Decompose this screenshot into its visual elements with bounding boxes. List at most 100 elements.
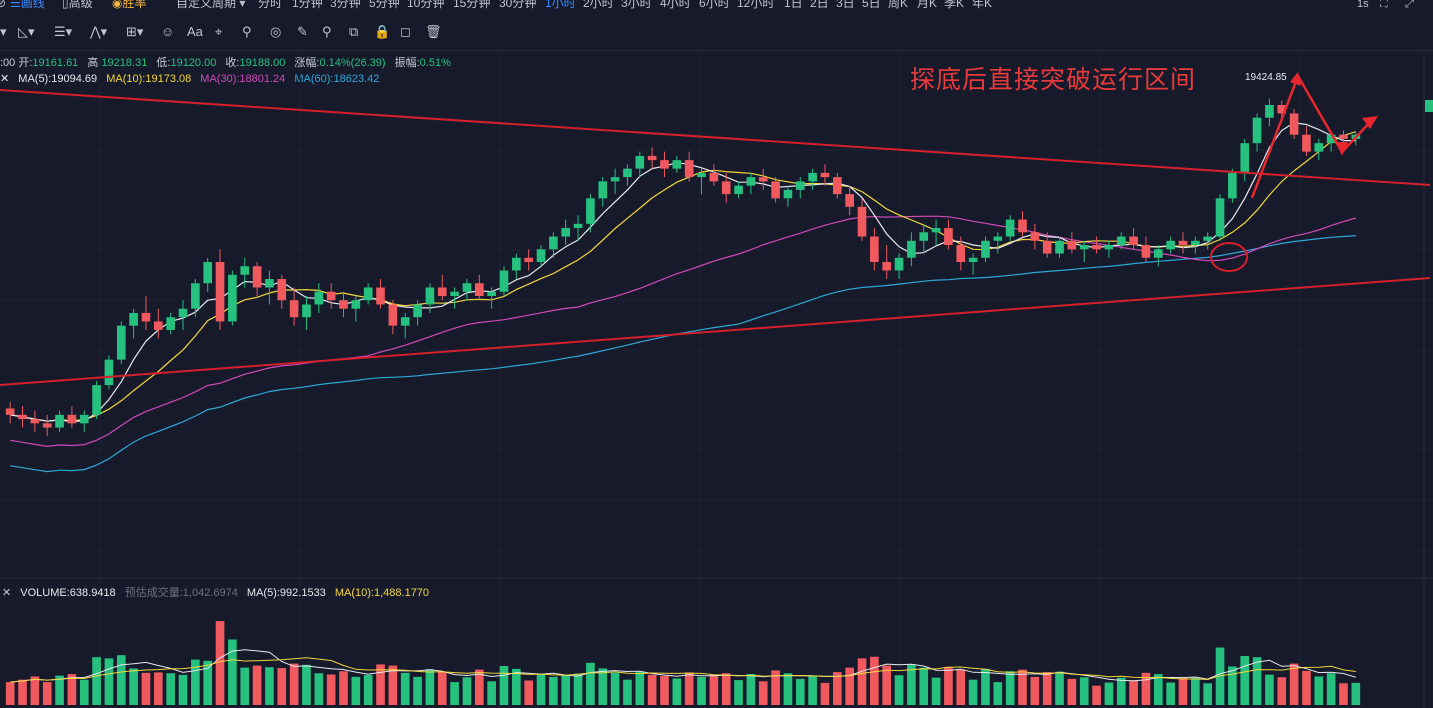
candle-body [709, 172, 719, 182]
candle-body [1277, 104, 1287, 114]
period-tab-24[interactable]: 季K [944, 0, 965, 10]
period-tab-23[interactable]: 月K [917, 0, 938, 10]
period-tab-14[interactable]: 3小时 [621, 0, 652, 10]
ma30-line [10, 215, 1356, 448]
volume-bar [1153, 674, 1163, 705]
candle-body [1005, 219, 1015, 237]
candle-body [870, 236, 879, 263]
emoji-icon[interactable]: ☺ [161, 24, 175, 39]
candle-body [351, 300, 361, 309]
period-tab-5[interactable]: 分时 [258, 0, 283, 10]
volume-bar [1018, 669, 1027, 705]
period-tab-21[interactable]: 5日 [862, 0, 881, 10]
candle-body [178, 308, 188, 318]
period-tab-0[interactable]: ⊘ [0, 0, 7, 10]
volume-bar [203, 660, 213, 705]
volume-close-icon[interactable]: ✕ [2, 587, 12, 599]
candle-body [400, 317, 410, 326]
volume-bar [388, 665, 398, 705]
volume-bar [437, 672, 447, 705]
target-icon[interactable]: ⌖ [215, 24, 223, 39]
period-tab-11[interactable]: 30分钟 [499, 0, 537, 10]
candle-body [1252, 117, 1262, 144]
candle-body [981, 240, 990, 258]
volume-bar [400, 672, 410, 705]
measure-tool-icon[interactable]: ⊞▾ [126, 24, 144, 39]
hide-icon[interactable]: ◻ [400, 24, 411, 39]
volume-bar [1030, 676, 1040, 705]
candle-body [153, 321, 163, 330]
period-tab-4[interactable]: 自定义周期 ▾ [176, 0, 246, 10]
candle-body [79, 414, 89, 424]
ma-collapse-icon[interactable]: ✕ [0, 73, 10, 85]
volume-bar [42, 682, 52, 705]
period-tab-8[interactable]: 5分钟 [369, 0, 400, 10]
toolbar-divider [0, 50, 1433, 51]
period-tab-22[interactable]: 周K [888, 0, 909, 10]
lock-icon[interactable]: 🔒 [374, 24, 391, 39]
period-tab-10[interactable]: 15分钟 [453, 0, 491, 10]
volume-bar [919, 667, 929, 705]
period-tab-19[interactable]: 2日 [810, 0, 829, 10]
volume-bar [487, 681, 496, 705]
text-tool-icon[interactable]: Aa [187, 24, 203, 39]
ma-legend: ✕ MA(5):19094.69 MA(10):19173.08 MA(30):… [0, 72, 385, 85]
channel-tool-icon[interactable]: ☰▾ [54, 24, 73, 39]
candle-body [277, 279, 287, 301]
fullscreen-icon[interactable]: ⛶ [1380, 0, 1388, 10]
period-tab-6[interactable]: 1分钟 [292, 0, 323, 10]
candle-body [894, 257, 904, 271]
pencil-icon[interactable]: ✎ [297, 24, 308, 39]
candle-body [252, 266, 262, 288]
volume-bar [598, 668, 608, 705]
volume-bar [178, 674, 188, 705]
period-tab-25[interactable]: 年K [972, 0, 993, 10]
candle-body [598, 181, 608, 199]
candle-body [857, 206, 867, 237]
volume-bar [1228, 666, 1237, 705]
period-tab-13[interactable]: 2小时 [583, 0, 614, 10]
period-tab-3[interactable]: ◉胜率 [112, 0, 147, 10]
period-tab-18[interactable]: 1日 [784, 0, 803, 10]
line-tool-icon[interactable]: ◺▾ [18, 24, 35, 39]
estimated-volume: 预估成交量:1,042.6974 [124, 587, 238, 599]
volume-bar [92, 657, 101, 705]
interval-1s-button[interactable]: 1s [1357, 0, 1369, 10]
period-tab-1[interactable]: ☰画线 [10, 0, 45, 10]
dropdown-icon[interactable]: ▾ [0, 24, 7, 39]
volume-bar [240, 667, 250, 705]
wave-tool-icon[interactable]: ⋀▾ [90, 24, 108, 39]
high-value: 19218.31 [101, 57, 148, 69]
expand-icon[interactable]: ⤢ [1405, 0, 1414, 10]
volume-bar [1326, 673, 1336, 705]
period-tab-7[interactable]: 3分钟 [330, 0, 361, 10]
low-value: 19120.00 [170, 57, 217, 69]
copy-icon[interactable]: ⧉ [349, 24, 359, 39]
volume-bar [153, 672, 163, 705]
volume-bar [1277, 677, 1287, 705]
candle-body [882, 262, 892, 271]
period-tab-12[interactable]: 1小时 [545, 0, 576, 10]
volume-bar [129, 668, 138, 705]
period-tab-16[interactable]: 6小时 [699, 0, 730, 10]
period-tab-20[interactable]: 3日 [836, 0, 855, 10]
period-tab-15[interactable]: 4小时 [660, 0, 691, 10]
arrow-head-right [1362, 116, 1378, 129]
period-tab-17[interactable]: 12小时 [737, 0, 775, 10]
candle-body [339, 300, 348, 309]
magnet-icon[interactable]: ◎ [270, 24, 282, 39]
period-tab-9[interactable]: 10分钟 [407, 0, 445, 10]
period-tab-2[interactable]: ▯高级 [62, 0, 93, 10]
volume-bar [956, 669, 966, 705]
ruler-icon[interactable]: ⚲ [242, 24, 252, 39]
volume-bar [1289, 663, 1299, 705]
volume-bar [1055, 671, 1064, 705]
zoom-icon[interactable]: ⚲ [322, 24, 332, 39]
candle-body [536, 249, 546, 263]
candle-body [610, 177, 620, 182]
candle-body [462, 283, 472, 292]
candle-body [474, 283, 484, 296]
volume-bar [339, 671, 348, 705]
trash-icon[interactable]: 🗑 [425, 24, 442, 39]
